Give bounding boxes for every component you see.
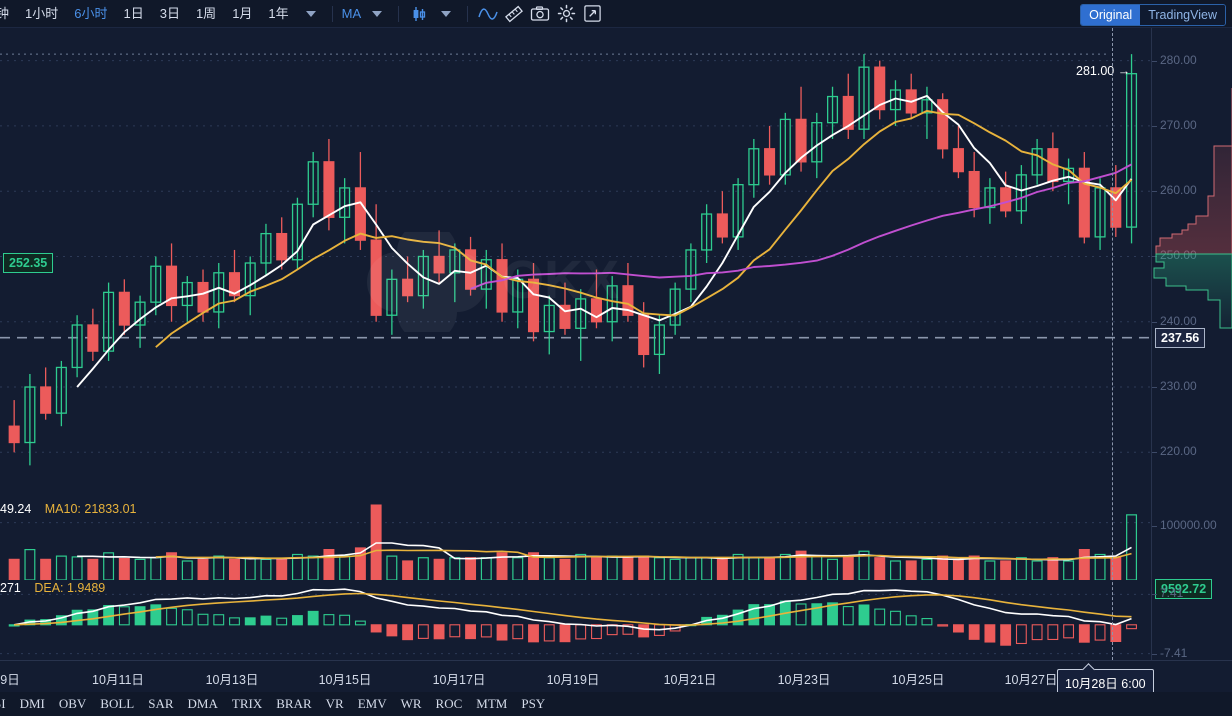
macd-tick-1: -7.41 (1160, 645, 1188, 660)
tick-mark (1152, 191, 1157, 193)
indicator-tab-trix[interactable]: TRIX (231, 696, 263, 711)
volume-ma10-value: MA10: 21833.01 (44, 502, 137, 516)
orderbook-depth-overlay (1153, 88, 1232, 329)
price-tick-2: 260.00 (1160, 183, 1197, 198)
crosshair-vertical-line (1112, 28, 1113, 660)
timeframe-4[interactable]: 3日 (159, 5, 180, 21)
volume-ma5-value: 49.24 (0, 502, 32, 516)
time-label-7: 10月23日 (777, 673, 831, 687)
tick-mark (1152, 594, 1157, 596)
macd-axis[interactable]: 7.41 -7.41 (1152, 580, 1232, 660)
last-price-badge: 237.56 (1155, 327, 1206, 348)
divider (467, 5, 469, 22)
time-label-6: 10月21日 (663, 673, 717, 687)
time-label-9: 10月27日 (1004, 673, 1058, 687)
indicator-tab-roc[interactable]: ROC (435, 696, 463, 711)
time-label-1: 10月11日 (92, 673, 144, 687)
price-tick-0: 280.00 (1160, 52, 1197, 67)
axis-separator (1151, 28, 1152, 660)
macd-dea-value: DEA: 1.9489 (34, 581, 106, 595)
source-original-button[interactable]: Original (1081, 5, 1141, 25)
volume-axis[interactable]: 100000.00 9592.72 (1152, 498, 1232, 599)
ma-indicator-label[interactable]: MA (341, 6, 362, 21)
timeframe-7[interactable]: 1年 (268, 5, 289, 21)
timeframe-2[interactable]: 6小时 (74, 5, 108, 21)
time-label-8: 10月25日 (891, 673, 945, 687)
volume-legend: 49.24 MA10: 21833.01 (0, 502, 137, 516)
crosshair-time-label: 10月28日 6:00 (1057, 669, 1154, 696)
indicator-tab-brar[interactable]: BRAR (276, 696, 312, 711)
timeframe-group: 钟 1小时 6小时 1日 3日 1周 1月 1年 (0, 0, 297, 28)
tick-mark (1152, 125, 1157, 127)
indicator-tab-vr[interactable]: VR (325, 696, 344, 711)
time-label-4: 10月17日 (432, 673, 486, 687)
fullscreen-icon[interactable] (579, 1, 605, 27)
tick-mark (1152, 653, 1157, 655)
timeframe-6[interactable]: 1月 (232, 5, 253, 21)
source-tradingview-button[interactable]: TradingView (1140, 5, 1225, 25)
indicator-tab-sar[interactable]: SAR (148, 696, 174, 711)
ma-caret-icon[interactable] (372, 10, 383, 17)
time-label-3: 10月15日 (318, 673, 372, 687)
indicator-tab-dma[interactable]: DMA (187, 696, 218, 711)
indicator-tab-wr[interactable]: WR (400, 696, 422, 711)
volume-tick-0: 100000.00 (1160, 517, 1217, 532)
divider (398, 5, 400, 22)
chart-toolbar: 钟 1小时 6小时 1日 3日 1周 1月 1年 MA (0, 0, 1232, 28)
volume-chart-pane[interactable] (0, 498, 1152, 580)
timeframe-1[interactable]: 1小时 (25, 5, 59, 21)
volume-value-badge: 9592.72 (1155, 578, 1213, 599)
price-tick-4: 240.00 (1160, 313, 1197, 328)
timeframe-0[interactable]: 钟 (0, 5, 10, 21)
candlestick-icon[interactable] (406, 1, 432, 27)
timeframe-5[interactable]: 1周 (195, 5, 217, 21)
line-chart-icon[interactable] (475, 1, 501, 27)
indicator-tab-emv[interactable]: EMV (357, 696, 387, 711)
tick-mark (1152, 452, 1157, 454)
indicator-tab-boll[interactable]: BOLL (100, 696, 135, 711)
time-label-5: 10月19日 (546, 673, 600, 687)
high-price-label: 281.00 → (1076, 64, 1131, 78)
indicator-tab-obv[interactable]: OBV (58, 696, 87, 711)
macd-legend: 271 DEA: 1.9489 (0, 581, 105, 595)
chart-source-toggle[interactable]: Original TradingView (1080, 4, 1226, 26)
macd-tick-0: 7.41 (1160, 586, 1184, 601)
timeframe-more-caret-icon[interactable] (305, 10, 316, 17)
indicator-tab-si[interactable]: SI (0, 696, 6, 711)
indicator-tab-bar: SI DMI OBV BOLL SAR DMA TRIX BRAR VR EMV WR ROC MTM P… (0, 692, 1232, 716)
camera-icon[interactable] (527, 1, 553, 27)
indicator-tab-dmi[interactable]: DMI (19, 696, 45, 711)
tick-mark (1152, 256, 1157, 258)
chart-type-caret-icon[interactable] (441, 10, 452, 17)
macd-chart-pane[interactable] (0, 580, 1152, 660)
tick-mark (1152, 387, 1157, 389)
price-tick-6: 220.00 (1160, 444, 1197, 459)
indicator-tab-psy[interactable]: PSY (521, 696, 546, 711)
macd-dif-value: 271 (0, 581, 21, 595)
gear-icon[interactable] (553, 1, 579, 27)
tick-mark (1152, 60, 1157, 62)
price-tick-1: 270.00 (1160, 117, 1197, 132)
divider (331, 5, 333, 22)
depth-mid-price-badge: 252.35 (3, 253, 54, 273)
time-axis[interactable]: 9日 10月11日 10月13日 10月15日 10月17日 10月19日 10月21日 10… (0, 660, 1232, 693)
price-chart-pane[interactable] (0, 28, 1152, 498)
time-label-2: 10月13日 (205, 673, 259, 687)
indicator-tab-mtm[interactable]: MTM (476, 696, 508, 711)
timeframe-3[interactable]: 1日 (123, 5, 144, 21)
time-label-0: 9日 (0, 673, 20, 687)
tick-mark (1152, 525, 1157, 527)
tick-mark (1152, 321, 1157, 323)
price-tick-5: 230.00 (1160, 379, 1197, 394)
ruler-icon[interactable] (501, 1, 527, 27)
